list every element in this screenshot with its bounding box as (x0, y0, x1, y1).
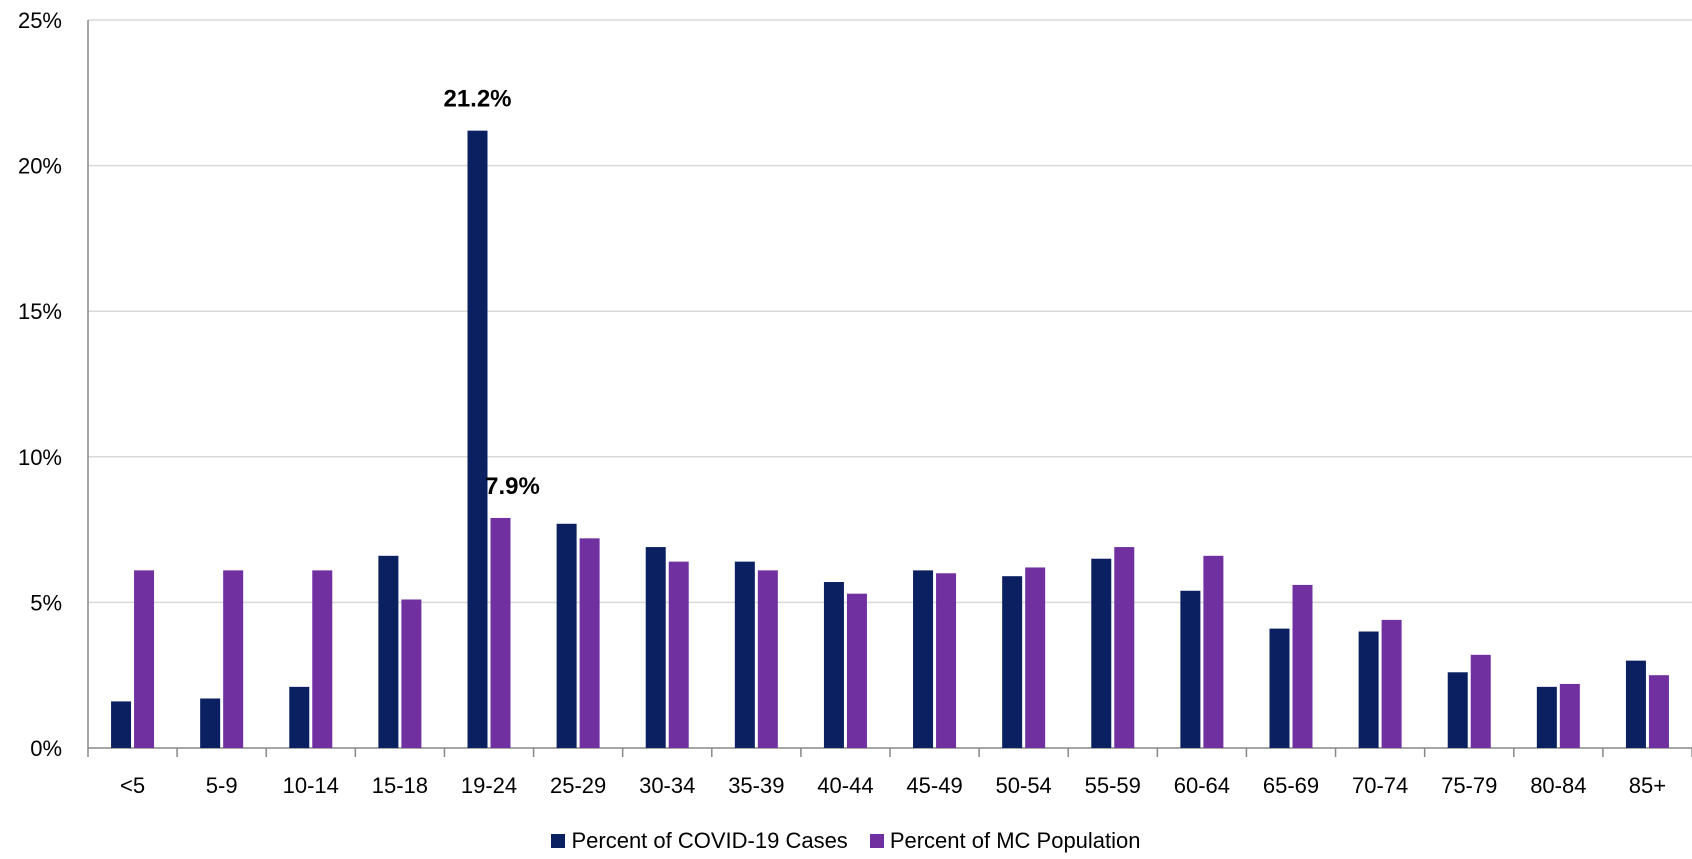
bar (645, 547, 666, 748)
bar (1648, 675, 1669, 748)
y-tick-label: 5% (30, 590, 62, 615)
bar (1002, 576, 1023, 748)
legend-swatch-cases (551, 834, 566, 848)
bar (823, 582, 844, 748)
x-tick-label: 45-49 (906, 773, 962, 798)
x-tick-label: 15-18 (372, 773, 428, 798)
legend-item-cases: Percent of COVID-19 Cases (551, 828, 848, 854)
bar (1447, 672, 1468, 748)
legend-swatch-population (869, 834, 884, 848)
bar (734, 561, 755, 748)
bar (1470, 654, 1491, 748)
y-tick-label: 15% (18, 299, 62, 324)
y-tick-label: 25% (18, 8, 62, 33)
bar (1091, 558, 1112, 748)
x-tick-label: 19-24 (461, 773, 517, 798)
bar-chart: 0% 5% 10% 15% 20% 25% <5 5-9 10-14 15-18 19-24 25-2… (18, 8, 1692, 798)
x-tick-label: <5 (120, 773, 145, 798)
x-tick-label: 10-14 (283, 773, 339, 798)
x-tick-label: 60-64 (1174, 773, 1230, 798)
bar (401, 599, 422, 748)
legend: Percent of COVID-19 Cases Percent of MC … (0, 828, 1692, 854)
data-label: 21.2% (443, 86, 511, 113)
x-tick-label: 5-9 (206, 773, 238, 798)
bar (1625, 660, 1646, 748)
x-tick-label: 25-29 (550, 773, 606, 798)
bar (936, 573, 957, 748)
bar (1358, 631, 1379, 748)
bar (200, 698, 221, 748)
bar (1536, 686, 1557, 748)
bar (1203, 555, 1224, 748)
bar (223, 570, 244, 748)
bar (490, 517, 511, 748)
bar (1292, 584, 1313, 748)
legend-label-cases: Percent of COVID-19 Cases (571, 828, 848, 853)
data-label: 7.9% (485, 473, 540, 500)
bar (579, 538, 600, 748)
x-tick-label: 70-74 (1352, 773, 1408, 798)
x-tick-label: 50-54 (996, 773, 1052, 798)
bar (1559, 683, 1580, 748)
bar (556, 523, 577, 748)
y-tick-label: 0% (30, 736, 62, 761)
y-tick-label: 10% (18, 445, 62, 470)
x-tick-label: 35-39 (728, 773, 784, 798)
bar (1381, 619, 1402, 748)
x-tick-label: 55-59 (1085, 773, 1141, 798)
x-tick-label: 65-69 (1263, 773, 1319, 798)
bar (111, 701, 132, 748)
x-tick-label: 75-79 (1441, 773, 1497, 798)
bar (846, 593, 867, 748)
bar (289, 686, 310, 748)
bar (467, 130, 488, 748)
bar (1025, 567, 1046, 748)
bar (312, 570, 333, 748)
x-tick-label: 80-84 (1530, 773, 1586, 798)
bar (1114, 547, 1135, 748)
legend-label-population: Percent of MC Population (889, 828, 1141, 853)
bar (757, 570, 778, 748)
x-tick-label: 30-34 (639, 773, 695, 798)
bar (913, 570, 934, 748)
bar (1269, 628, 1290, 748)
y-tick-label: 20% (18, 154, 62, 179)
bar (134, 570, 155, 748)
bar (1180, 590, 1201, 748)
bar (378, 555, 399, 748)
x-tick-label: 85+ (1629, 773, 1666, 798)
bar (668, 561, 689, 748)
legend-item-population: Percent of MC Population (869, 828, 1141, 854)
x-tick-label: 40-44 (817, 773, 873, 798)
